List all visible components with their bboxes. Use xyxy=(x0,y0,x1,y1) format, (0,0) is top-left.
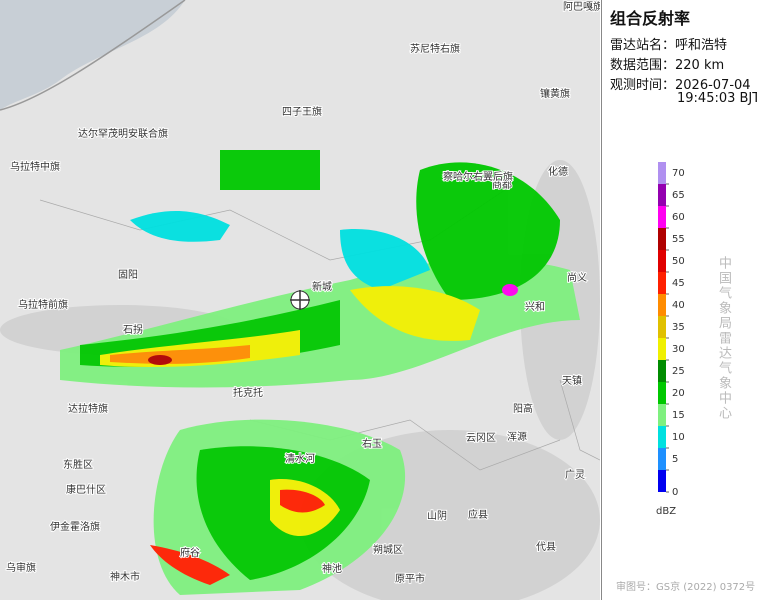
time: 19:45:03 BJT xyxy=(677,91,757,106)
radar-echo xyxy=(60,150,580,595)
scale-label: 40 xyxy=(672,300,685,311)
place-label: 托克托 xyxy=(233,386,263,399)
place-label: 神池 xyxy=(322,562,342,575)
scale-segment xyxy=(658,162,666,184)
station-row: 雷达站名：呼和浩特 xyxy=(610,34,727,53)
scale-segment xyxy=(658,360,666,382)
place-label: 天镇 xyxy=(562,374,582,387)
scale-segment xyxy=(658,250,666,272)
scale-label: 10 xyxy=(672,432,685,443)
place-label: 新城 xyxy=(312,280,332,293)
scale-segment xyxy=(658,338,666,360)
radar-site-cross xyxy=(290,290,310,310)
place-label: 乌拉特前旗 xyxy=(18,298,68,311)
scale-label: 20 xyxy=(672,388,685,399)
place-label: 康巴什区 xyxy=(66,483,106,496)
approval: 审图号：GS京 (2022) 0372号 xyxy=(616,582,756,593)
scale-label: 0 xyxy=(672,487,678,498)
scale-label: 55 xyxy=(672,234,685,245)
place-label: 察哈尔右翼后旗 xyxy=(443,170,513,183)
place-label: 达尔罕茂明安联合旗 xyxy=(78,127,168,140)
scale-segment xyxy=(658,470,666,492)
place-label: 化德 xyxy=(548,165,568,178)
scale-label: 15 xyxy=(672,410,685,421)
info-panel: 组合反射率 雷达站名：呼和浩特 数据范围：220 km 观测时间：2026-07… xyxy=(601,0,757,600)
place-label: 东胜区 xyxy=(63,458,93,471)
color-scale: 0 5 10 15 20 25 30 35 40 45 50 55 60 65 70 dBZ xyxy=(656,162,685,517)
station-label: 雷达站名： xyxy=(610,38,676,53)
range: 220 km xyxy=(675,58,725,73)
place-label: 石拐 xyxy=(123,323,143,336)
place-label: 乌拉特中旗 xyxy=(10,160,60,173)
place-label: 兴和 xyxy=(525,301,545,313)
scale-segment xyxy=(658,404,666,426)
place-label: 右玉 xyxy=(362,437,382,450)
station: 呼和浩特 xyxy=(675,38,728,53)
place-label: 清水河 xyxy=(285,452,315,465)
scale-segment xyxy=(658,272,666,294)
scale-label: 65 xyxy=(672,190,685,201)
scale-label: 60 xyxy=(672,212,685,223)
scale-segment xyxy=(658,184,666,206)
panel-title: 组合反射率 xyxy=(610,9,691,28)
place-label: 四子王旗 xyxy=(282,105,322,118)
border xyxy=(0,0,186,111)
foreign-region xyxy=(0,0,185,110)
place-label: 府谷 xyxy=(180,546,200,559)
scale-segment xyxy=(658,382,666,404)
place-label: 云冈区 xyxy=(466,432,496,444)
place-label: 达拉特旗 xyxy=(68,402,108,415)
place-label: 阿巴嘎旗 xyxy=(563,0,600,13)
range-row: 数据范围：220 km xyxy=(610,54,724,73)
range-label: 数据范围： xyxy=(610,58,676,73)
place-label: 朔城区 xyxy=(373,543,403,556)
time-row: 观测时间：2026-07-04 xyxy=(610,74,751,93)
scale-segment xyxy=(658,426,666,448)
place-label: 苏尼特右旗 xyxy=(410,42,460,55)
scale-label: 30 xyxy=(672,344,685,355)
place-label: 应县 xyxy=(468,508,488,521)
scale-segment xyxy=(658,448,666,470)
place-label: 广灵 xyxy=(565,469,585,481)
place-label: 乌审旗 xyxy=(6,561,36,574)
scale-unit: dBZ xyxy=(656,506,676,517)
place-label: 固阳 xyxy=(118,269,138,281)
scale-segment xyxy=(658,206,666,228)
place-label: 山阴 xyxy=(427,510,447,522)
scale-segment xyxy=(658,294,666,316)
scale-label: 50 xyxy=(672,256,685,267)
place-label: 浑源 xyxy=(507,430,527,443)
scale-label: 70 xyxy=(672,168,685,179)
date: 2026-07-04 xyxy=(675,78,751,93)
scale-label: 5 xyxy=(672,454,678,465)
credit: 中国气象局雷达气象中心 xyxy=(716,256,731,421)
place-label: 阳高 xyxy=(513,402,533,415)
place-label: 原平市 xyxy=(395,572,425,585)
scale-label: 45 xyxy=(672,278,685,289)
scale-label: 35 xyxy=(672,322,685,333)
place-label: 伊金霍洛旗 xyxy=(50,520,100,533)
place-label: 镶黄旗 xyxy=(540,87,570,100)
place-label: 商都 xyxy=(492,178,512,191)
time-label: 观测时间： xyxy=(610,78,676,93)
place-label: 神木市 xyxy=(110,570,140,583)
scale-segment xyxy=(658,316,666,338)
place-label: 代县 xyxy=(536,541,556,553)
place-label: 尚义 xyxy=(567,271,587,284)
scale-label: 25 xyxy=(672,366,685,377)
scale-segment xyxy=(658,228,666,250)
